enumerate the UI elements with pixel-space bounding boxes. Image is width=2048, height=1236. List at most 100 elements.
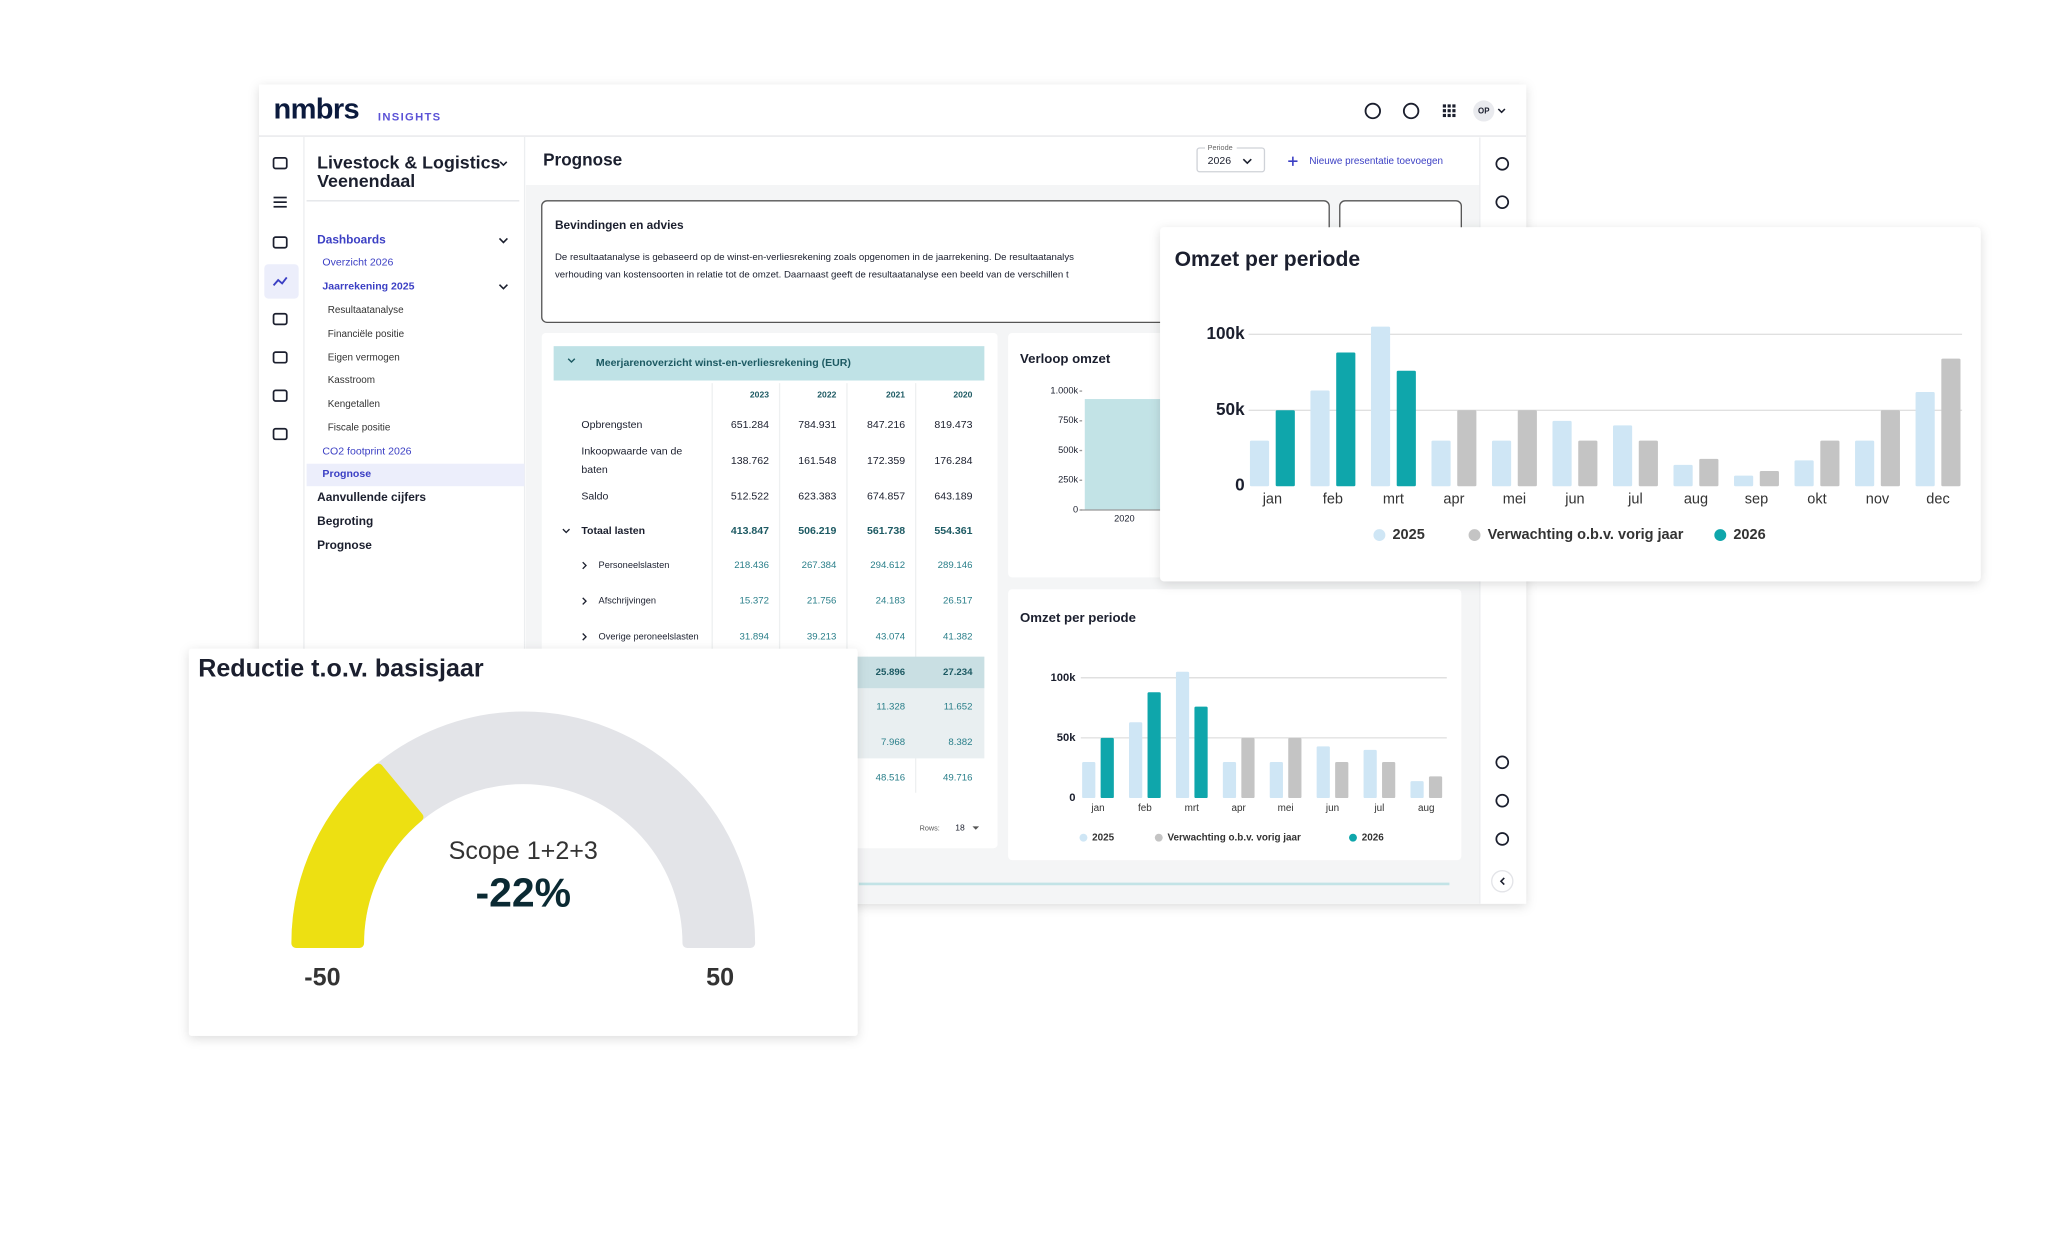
row-chevron[interactable]: [582, 561, 587, 570]
avatar-chevron[interactable]: [1497, 108, 1506, 114]
bar: [1396, 370, 1416, 487]
collapse-button[interactable]: [1491, 870, 1514, 893]
bar: [1880, 410, 1900, 487]
rail-icon[interactable]: [272, 427, 288, 441]
apps-icon-dot[interactable]: [1452, 113, 1456, 118]
nav-item[interactable]: Prognose: [317, 538, 372, 552]
nav-item[interactable]: Kasstroom: [328, 375, 375, 386]
nav-item[interactable]: Eigen vermogen: [328, 353, 400, 364]
tool-icon[interactable]: [1495, 195, 1510, 209]
rows-caret[interactable]: [972, 826, 980, 830]
avatar[interactable]: [1473, 100, 1495, 122]
nav-item[interactable]: Fiscale positie: [328, 423, 391, 434]
nav-item[interactable]: Kengetallen: [328, 399, 380, 410]
table-cell: 24.183: [876, 596, 905, 607]
x-tick-label: sep: [1745, 491, 1768, 507]
bar: [1147, 692, 1161, 799]
nav-chevron[interactable]: [498, 237, 508, 244]
nav-item[interactable]: Jaarrekening 2025: [322, 281, 414, 293]
plus-icon[interactable]: [1288, 156, 1298, 166]
nav-item[interactable]: Aanvullende cijfers: [317, 490, 426, 504]
icon-stroke: [272, 312, 288, 326]
bar: [1129, 722, 1143, 799]
rail-icon[interactable]: [272, 157, 288, 170]
rail-icon[interactable]: [272, 312, 288, 326]
apps-icon-dot[interactable]: [1442, 104, 1446, 108]
table-cell: 48.516: [876, 773, 905, 784]
card-bg: [1160, 227, 1981, 582]
tool-icon[interactable]: [1495, 157, 1510, 171]
nav-item[interactable]: Resultaatanalyse: [328, 305, 404, 316]
y-tick-label: 500k: [1058, 445, 1078, 455]
y-tick-label: 50k: [1057, 732, 1076, 744]
x-tick-label: jun: [1564, 491, 1584, 507]
table-chevron[interactable]: [567, 358, 576, 364]
tool-icon[interactable]: [1495, 755, 1510, 770]
row-chevron[interactable]: [582, 633, 587, 641]
apps-icon-dot[interactable]: [1442, 113, 1446, 118]
org-chevron[interactable]: [499, 161, 508, 167]
table-cell: 506.219: [798, 525, 836, 537]
table-cell: 554.361: [934, 525, 972, 537]
bar: [1431, 440, 1451, 487]
bar: [1310, 390, 1330, 487]
rail-icon[interactable]: [272, 351, 288, 364]
findings-title: Bevindingen en advies: [555, 218, 684, 232]
avatar-initials[interactable]: OP: [1478, 107, 1489, 116]
rail-icon[interactable]: [272, 389, 288, 402]
legend-dot: [1373, 529, 1386, 542]
table-cell: 218.436: [734, 560, 769, 571]
collapse-chevron[interactable]: [1499, 877, 1505, 886]
period-value[interactable]: 2026: [1208, 155, 1232, 167]
tool-icon[interactable]: [1495, 832, 1510, 846]
header-icon[interactable]: [1364, 102, 1381, 120]
x-tick-label: aug: [1684, 491, 1708, 507]
rail-icon[interactable]: [273, 196, 287, 208]
table-cell: 31.894: [740, 631, 770, 642]
rail-icon[interactable]: [272, 236, 288, 249]
org-name: Livestock & Logistics: [317, 153, 500, 173]
gauge-value: [291, 763, 424, 948]
nav-item[interactable]: Dashboards: [317, 233, 386, 247]
row-chevron[interactable]: [562, 528, 570, 534]
table-cell: 512.522: [731, 491, 769, 503]
nav-item[interactable]: Begroting: [317, 514, 373, 528]
nav-item[interactable]: CO2 footprint 2026: [322, 446, 411, 458]
x-tick-label: jan: [1090, 803, 1104, 814]
y-tick-label: 50k: [1216, 399, 1245, 419]
rows-value[interactable]: 18: [955, 823, 965, 833]
rail-icon[interactable]: [272, 276, 288, 286]
row-chevron[interactable]: [582, 597, 587, 605]
row-label: Personeelslasten: [599, 560, 670, 570]
legend-label: 2025: [1392, 527, 1424, 543]
bar: [1794, 460, 1814, 487]
row-label: baten: [581, 464, 608, 476]
period-label-bg: [1205, 144, 1237, 151]
nav-chevron[interactable]: [498, 284, 508, 290]
apps-icon-dot[interactable]: [1447, 113, 1451, 118]
bar: [1759, 471, 1779, 487]
add-presentation-button[interactable]: Nieuwe presentatie toevoegen: [1309, 156, 1443, 167]
apps-icon-dot[interactable]: [1452, 104, 1456, 108]
y-tick-label: 250k: [1058, 475, 1078, 485]
x-tick-label: feb: [1323, 491, 1343, 507]
period-chevron[interactable]: [1242, 158, 1252, 165]
bar: [1915, 392, 1935, 487]
row-label: Inkoopwaarde van de: [581, 446, 682, 458]
table-cell: 267.384: [802, 560, 837, 571]
apps-icon-dot[interactable]: [1452, 109, 1456, 113]
bar: [1269, 761, 1283, 799]
nav-item[interactable]: Financiële positie: [328, 329, 405, 340]
header-icon[interactable]: [1402, 102, 1420, 120]
apps-icon-dot[interactable]: [1447, 104, 1451, 108]
x-tick-label: okt: [1807, 491, 1826, 507]
findings-text: De resultaatanalyse is gebaseerd op de w…: [555, 252, 1074, 263]
tool-icon[interactable]: [1495, 793, 1510, 808]
nav-item[interactable]: Prognose: [322, 468, 371, 480]
apps-icon-dot[interactable]: [1442, 109, 1446, 113]
rows-label: Rows:: [920, 823, 940, 832]
apps-icon-dot[interactable]: [1447, 109, 1451, 113]
omzet-card: Omzet per periode 0 50k 100k jan feb mrt apr mei…: [1160, 227, 1981, 582]
nav-item[interactable]: Overzicht 2026: [322, 257, 393, 269]
x-tick-label: jun: [1325, 803, 1339, 814]
